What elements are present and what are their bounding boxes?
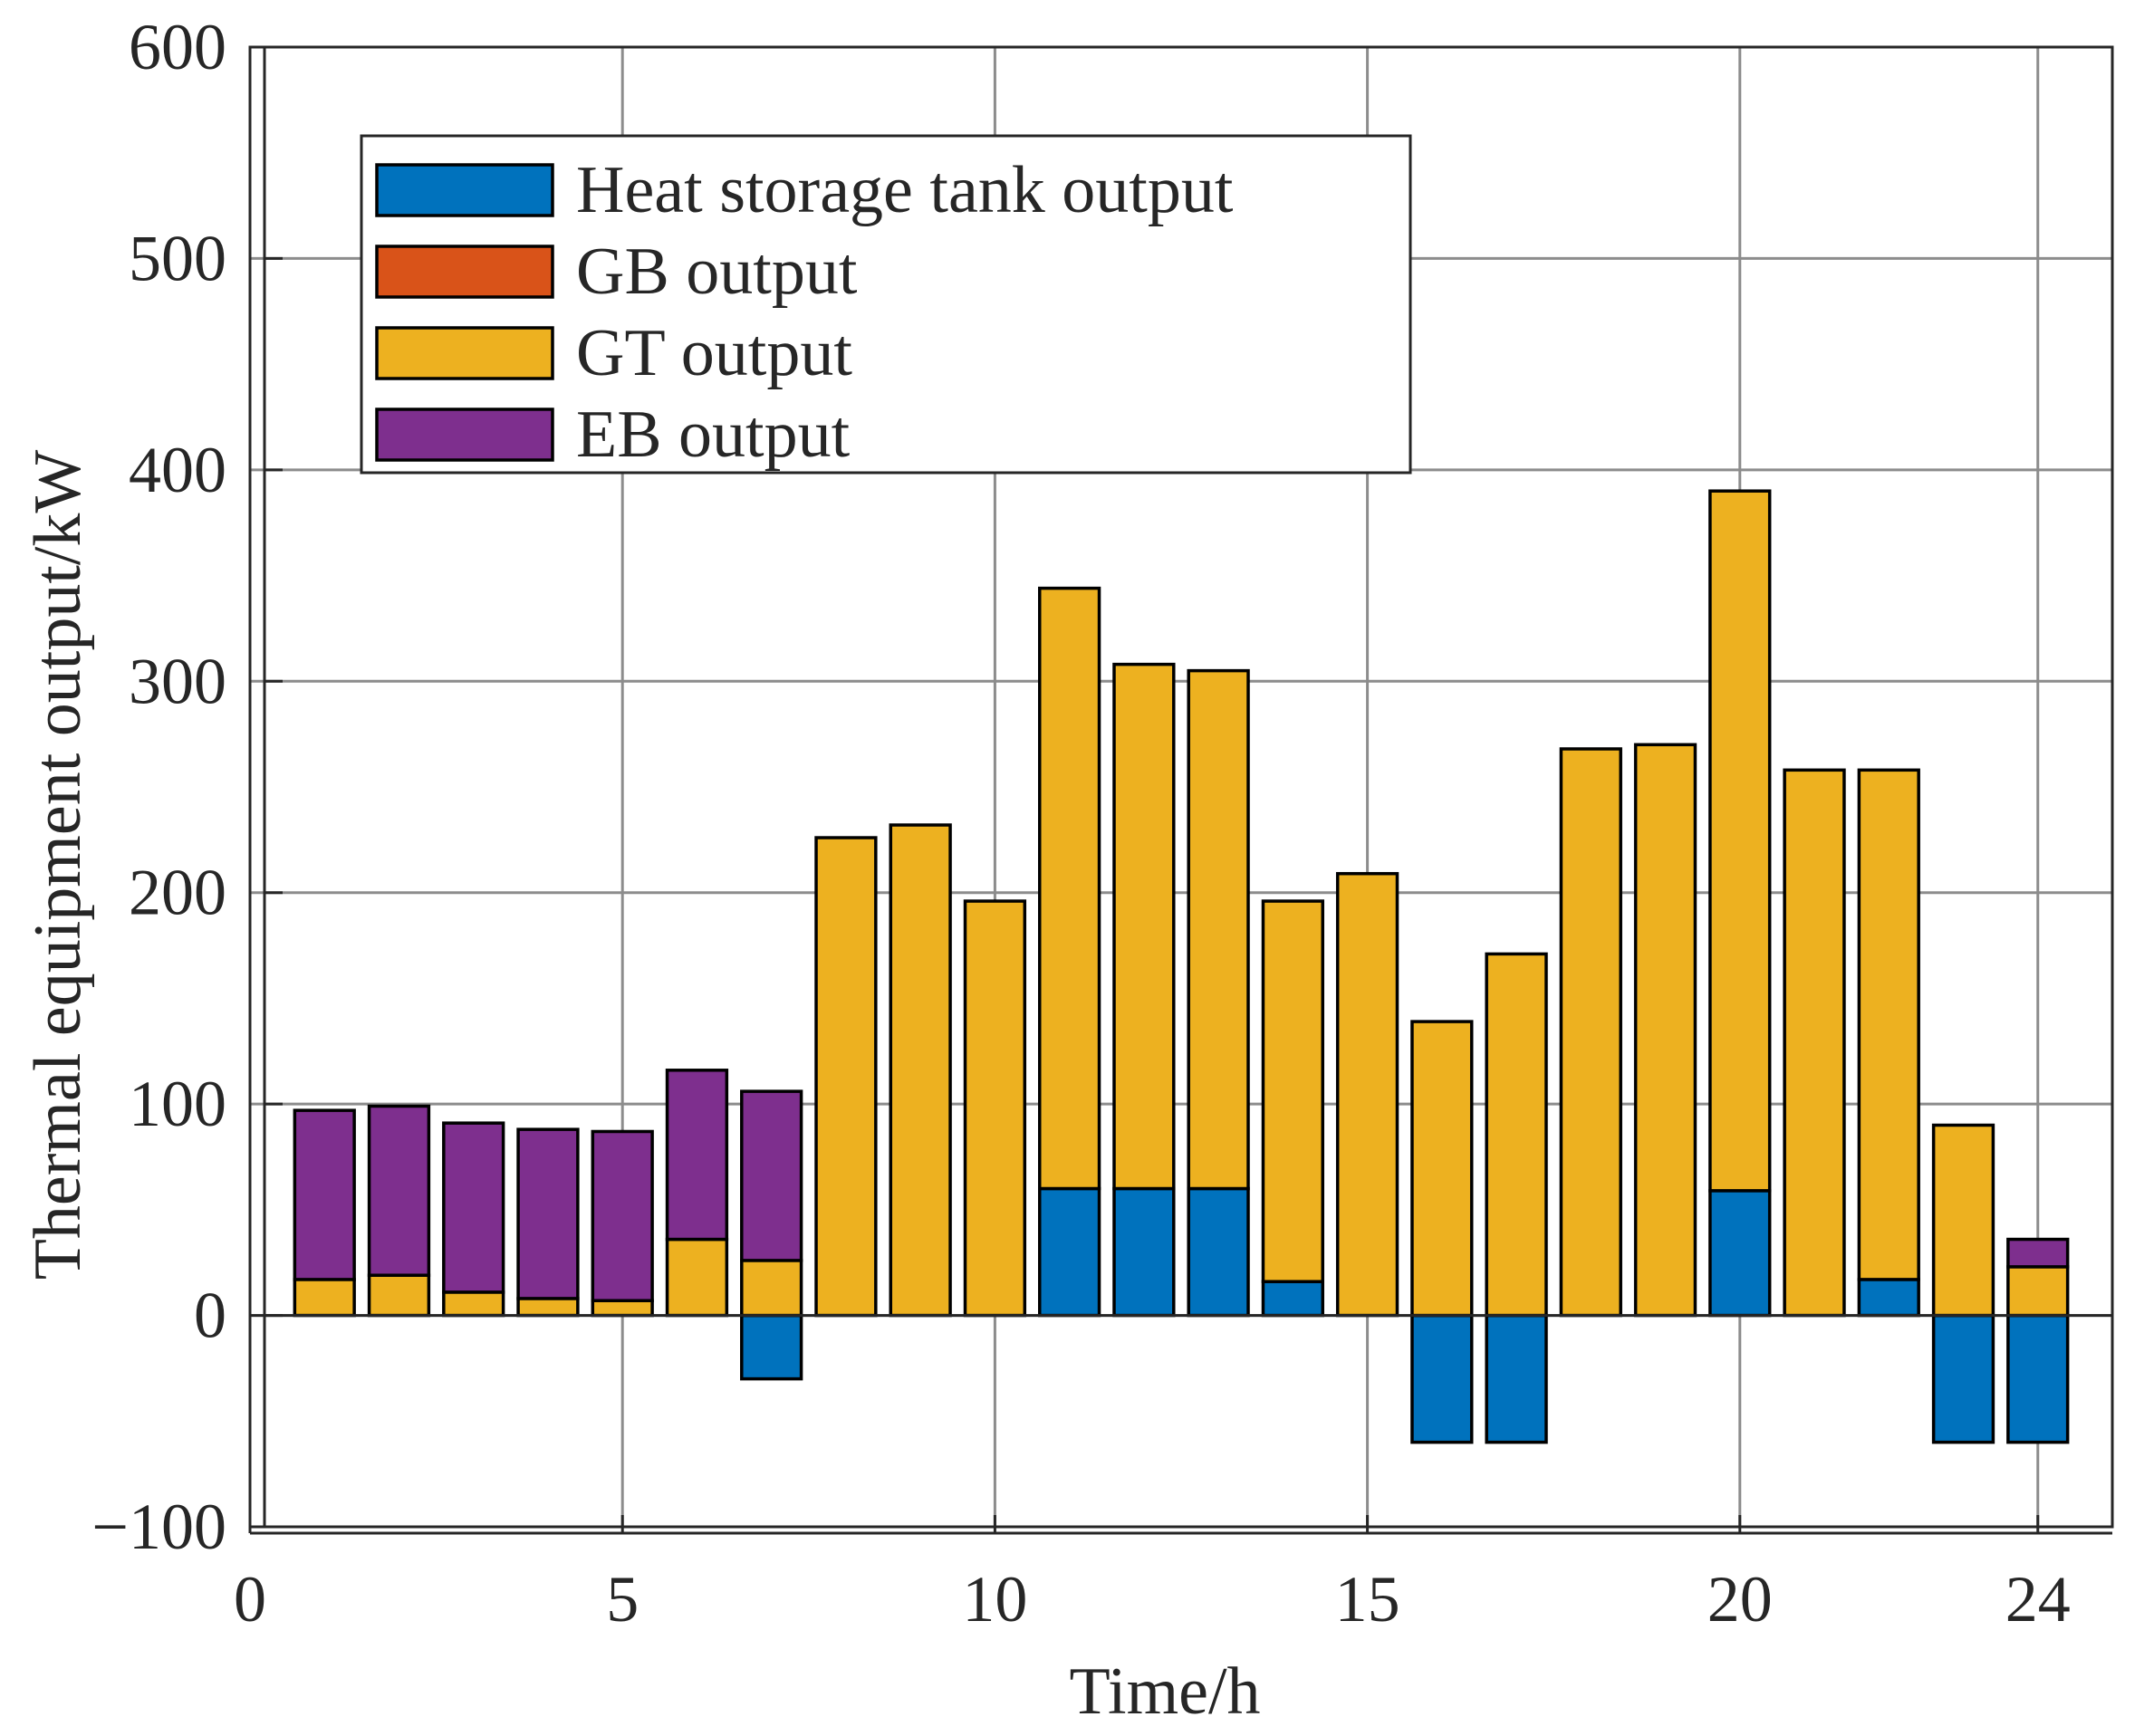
axes [248, 45, 2114, 1535]
legend-label: EB output [576, 398, 851, 472]
bar [740, 1313, 803, 1381]
bar [1261, 899, 1325, 1283]
bar [516, 1297, 580, 1318]
x-tick-label: 0 [234, 1563, 266, 1635]
y-tick-label: 300 [129, 645, 226, 717]
bar [1485, 952, 1548, 1318]
legend-label: GT output [576, 316, 852, 390]
bar [293, 1108, 356, 1281]
y-tick-label: 200 [129, 857, 226, 929]
bar [1261, 1280, 1325, 1318]
x-axis-label: Time/h [1069, 1654, 1260, 1729]
bar [2006, 1237, 2070, 1269]
y-tick-label: 600 [129, 11, 226, 83]
bar [2006, 1313, 2070, 1444]
x-tick-label: 5 [606, 1563, 639, 1635]
bar [1783, 768, 1846, 1318]
x-tick-label: 20 [1707, 1563, 1773, 1635]
bar [1187, 668, 1250, 1191]
y-axis-label: Thermal equipment output/kW [21, 450, 95, 1280]
bar [740, 1259, 803, 1318]
bar [665, 1069, 729, 1242]
y-tick-label: 400 [129, 434, 226, 506]
bar [1708, 1189, 1772, 1318]
bar [1335, 871, 1399, 1318]
legend-swatch [375, 245, 554, 299]
bar [665, 1237, 729, 1318]
bar [591, 1299, 654, 1318]
bar [740, 1089, 803, 1262]
y-tick-label: 500 [129, 222, 226, 294]
bar [1187, 1186, 1250, 1318]
bar [1112, 662, 1176, 1191]
bar [889, 823, 952, 1318]
legend-label: Heat storage tank output [576, 153, 1234, 227]
bar [1857, 1278, 1920, 1318]
bar [1410, 1020, 1474, 1318]
bar [1931, 1313, 1995, 1444]
bar [442, 1290, 505, 1318]
bar [442, 1121, 505, 1294]
bars [293, 489, 2070, 1444]
bar [1485, 1313, 1548, 1444]
legend-swatch [375, 408, 554, 462]
bar [1857, 768, 1920, 1281]
bar [516, 1127, 580, 1300]
bar [1708, 489, 1772, 1193]
y-tick-label: 0 [194, 1280, 226, 1352]
bar [2006, 1265, 2070, 1318]
bar [367, 1104, 431, 1277]
bar [963, 899, 1027, 1318]
bar [293, 1278, 356, 1318]
bar [1037, 586, 1101, 1191]
bar [1112, 1186, 1176, 1318]
legend-label: GB output [576, 235, 858, 309]
bar [814, 836, 878, 1318]
plot-frame [248, 45, 2114, 1529]
bar [367, 1273, 431, 1318]
bar [1931, 1123, 1995, 1318]
bar [1633, 743, 1697, 1318]
legend-swatch [375, 163, 554, 217]
y-tick-label: 100 [129, 1068, 226, 1140]
y-tick-label: −100 [91, 1491, 226, 1563]
bar [1410, 1313, 1474, 1444]
x-tick-label: 24 [2005, 1563, 2071, 1635]
x-tick-label: 10 [962, 1563, 1027, 1635]
bar [591, 1129, 654, 1302]
bar [1559, 747, 1622, 1318]
x-tick-label: 15 [1335, 1563, 1400, 1635]
legend-swatch [375, 326, 554, 380]
bar [1037, 1186, 1101, 1318]
